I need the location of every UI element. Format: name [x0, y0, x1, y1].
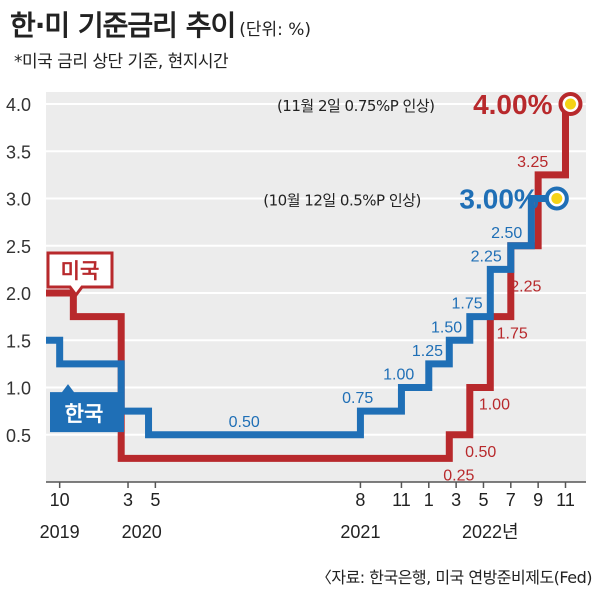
plot-background: [46, 92, 586, 482]
data-label: 1.00: [383, 367, 414, 384]
data-label: 3.25: [517, 154, 548, 171]
year-label: 2022년: [462, 522, 519, 542]
x-tick-label: 8: [355, 490, 365, 510]
legend-korea-tag: [50, 384, 124, 433]
x-tick-label: 7: [506, 490, 516, 510]
y-tick-label: 2.5: [6, 237, 31, 257]
data-label: 0.75: [342, 390, 373, 407]
source-note: 〈자료: 한국은행, 미국 연방준비제도(Fed): [315, 568, 593, 587]
x-tick-label: 3: [123, 490, 133, 510]
data-label: 1.25: [412, 343, 443, 360]
annotation-value: 3.00%: [459, 184, 538, 215]
chart-subtitle: *미국 금리 상단 기준, 현지시간: [14, 52, 229, 72]
data-label: 1.50: [431, 319, 462, 336]
x-tick-label: 9: [533, 490, 543, 510]
annotation-note: (11월 2일 0.75%P 인상): [277, 97, 435, 115]
legend-us-label: 미국: [61, 259, 100, 283]
x-tick-label: 5: [150, 490, 160, 510]
data-label: 1.00: [479, 397, 510, 414]
endpoint-dot: [551, 193, 563, 204]
x-tick-label: 5: [478, 490, 488, 510]
y-tick-label: 4.0: [6, 95, 31, 115]
data-label: 0.50: [229, 414, 260, 431]
x-tick-label: 11: [392, 490, 411, 510]
legend-callouts: 미국 한국: [46, 251, 124, 433]
x-tick-label: 3: [451, 490, 461, 510]
x-tick-label: 1: [424, 490, 434, 510]
y-tick-label: 1.5: [6, 331, 31, 351]
x-tick-label: 10: [50, 490, 70, 510]
legend-korea-label: 한국: [65, 402, 104, 426]
y-tick-label: 0.5: [6, 426, 31, 446]
legend-us-tag: [46, 251, 114, 298]
chart-title: 한·미 기준금리 추이 (단위: %): [10, 9, 312, 42]
data-label: 1.75: [497, 326, 528, 343]
unit-label: (단위: %): [239, 20, 312, 40]
endpoint-dot: [564, 98, 576, 110]
annotations: 4.00% (11월 2일 0.75%P 인상) 3.00% (10월 12일 0.5…: [263, 89, 583, 215]
y-tick-label: 2.0: [6, 284, 31, 304]
data-label: 0.25: [443, 467, 474, 484]
year-label: 2019: [40, 522, 80, 542]
data-labels: 0.25 0.50 1.00 1.75 2.25 3.25 0.50 0.75 1.00 1.25…: [229, 154, 549, 485]
legend-us: 미국: [46, 251, 114, 298]
y-axis: 0.5 1.0 1.5 2.0 2.5 3.0 3.5 4.0: [6, 95, 31, 446]
data-label: 0.50: [465, 444, 496, 461]
data-label: 2.50: [491, 225, 522, 242]
annotation-value: 4.00%: [473, 89, 552, 120]
y-tick-label: 3.0: [6, 190, 31, 210]
legend-korea: 한국: [50, 384, 124, 433]
annotation-note: (10월 12일 0.5%P 인상): [263, 192, 421, 210]
data-label: 2.25: [471, 248, 502, 265]
x-tick-label: 11: [556, 490, 575, 510]
y-tick-label: 1.0: [6, 379, 31, 399]
y-tick-label: 3.5: [6, 142, 31, 162]
year-label: 2020: [122, 522, 162, 542]
year-label: 2021: [340, 522, 380, 542]
series-line-us: [46, 104, 569, 462]
data-label: 2.25: [510, 278, 541, 295]
data-label: 1.75: [451, 296, 482, 313]
